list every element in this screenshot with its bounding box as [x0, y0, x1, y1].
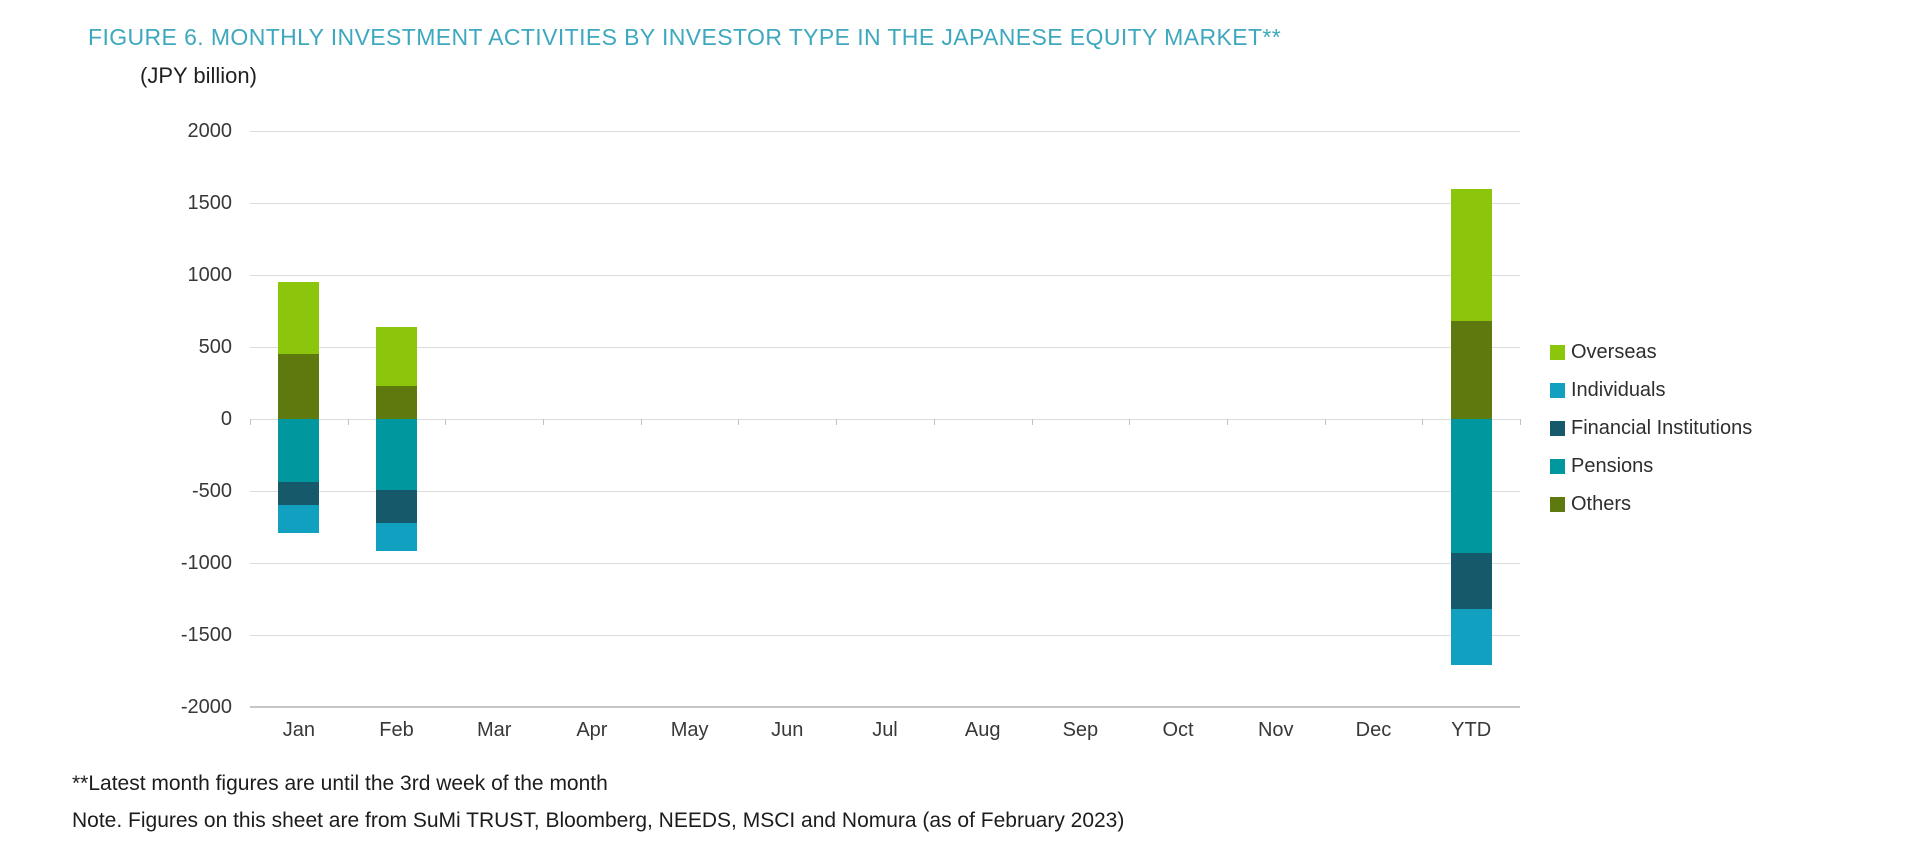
- legend-item-individuals: Individuals: [1550, 379, 1752, 402]
- x-axis-label-jun: Jun: [771, 719, 804, 741]
- x-axis-label-jul: Jul: [872, 719, 898, 741]
- gridline--1000: [250, 562, 1520, 564]
- legend-item-overseas: Overseas: [1550, 341, 1752, 364]
- zero-axis-tick: [1031, 419, 1033, 425]
- footnote-source: Note. Figures on this sheet are from SuM…: [72, 809, 1125, 832]
- bar-ytd-financial-institutions: [1450, 552, 1492, 610]
- x-axis-label-mar: Mar: [476, 719, 512, 741]
- gridline--2000: [250, 706, 1520, 708]
- x-axis-label-aug: Aug: [964, 719, 1001, 741]
- legend-label: Others: [1571, 493, 1632, 515]
- y-axis-label: 1500: [187, 192, 233, 214]
- zero-axis-tick: [933, 419, 935, 425]
- bar-feb-overseas: [376, 326, 418, 386]
- zero-axis-tick: [1129, 419, 1131, 425]
- gridline-500: [250, 346, 1520, 348]
- zero-axis-tick: [445, 419, 447, 425]
- x-axis-label-jan: Jan: [282, 719, 315, 741]
- bar-feb-pensions: [376, 419, 418, 490]
- legend-swatch-icon: [1550, 459, 1565, 474]
- zero-axis-tick: [250, 419, 251, 425]
- x-axis-label-may: May: [670, 719, 709, 741]
- x-axis-label-dec: Dec: [1355, 719, 1392, 741]
- gridline--500: [250, 490, 1520, 492]
- legend-label: Pensions: [1571, 455, 1654, 477]
- y-axis-label: 500: [198, 336, 232, 358]
- chart-legend: Overseas Individuals Financial Institution…: [1550, 341, 1752, 531]
- bar-jan-individuals: [278, 505, 320, 533]
- bar-feb-others: [376, 385, 418, 419]
- zero-axis-tick: [1324, 419, 1326, 425]
- legend-item-pensions: Pensions: [1550, 455, 1752, 478]
- x-axis-label-apr: Apr: [576, 719, 608, 741]
- gridline--1500: [250, 634, 1520, 636]
- legend-label: Individuals: [1571, 379, 1666, 401]
- y-axis-label: -2000: [180, 696, 232, 718]
- x-axis-label-sep: Sep: [1062, 719, 1099, 741]
- bar-jan-pensions: [278, 419, 320, 483]
- y-axis-label: -500: [191, 480, 232, 502]
- bar-jan-others: [278, 354, 320, 419]
- x-axis-label-feb: Feb: [379, 719, 414, 741]
- y-axis-label: -1000: [180, 552, 232, 574]
- gridline-0: [250, 418, 1520, 420]
- x-axis-label-ytd: YTD: [1451, 719, 1492, 741]
- legend-swatch-icon: [1550, 497, 1565, 512]
- footnote-latest-month: **Latest month figures are until the 3rd…: [72, 772, 608, 795]
- zero-axis-tick: [836, 419, 838, 425]
- axis-unit-label: (JPY billion): [140, 63, 257, 88]
- gridline-2000: [250, 130, 1520, 132]
- y-axis-label: 1000: [187, 264, 233, 286]
- y-axis-label: -1500: [180, 624, 232, 646]
- figure-title: FIGURE 6. MONTHLY INVESTMENT ACTIVITIES …: [88, 24, 1282, 50]
- zero-axis-tick: [543, 419, 545, 425]
- zero-axis-tick: [347, 419, 349, 425]
- legend-label: Financial Institutions: [1571, 417, 1753, 439]
- zero-axis-tick: [738, 419, 740, 425]
- legend-item-financial-institutions: Financial Institutions: [1550, 417, 1752, 440]
- legend-swatch-icon: [1550, 421, 1565, 436]
- legend-swatch-icon: [1550, 345, 1565, 360]
- zero-axis-tick: [1520, 419, 1521, 425]
- bar-ytd-individuals: [1450, 609, 1492, 666]
- bar-feb-individuals: [376, 522, 418, 552]
- bar-feb-financial-institutions: [376, 489, 418, 523]
- gridline-1500: [250, 202, 1520, 204]
- bar-jan-financial-institutions: [278, 482, 320, 506]
- legend-swatch-icon: [1550, 383, 1565, 398]
- bar-jan-overseas: [278, 282, 320, 355]
- zero-axis-tick: [640, 419, 642, 425]
- zero-axis-tick: [1422, 419, 1424, 425]
- y-axis-label: 2000: [187, 120, 233, 142]
- x-axis-label-nov: Nov: [1257, 719, 1294, 741]
- gridline-1000: [250, 274, 1520, 276]
- bar-ytd-overseas: [1450, 188, 1492, 322]
- legend-label: Overseas: [1571, 341, 1657, 363]
- x-axis-label-oct: Oct: [1162, 719, 1194, 741]
- zero-axis-tick: [1226, 419, 1228, 425]
- legend-item-others: Others: [1550, 493, 1752, 516]
- y-axis-label: 0: [220, 408, 232, 430]
- bar-ytd-pensions: [1450, 419, 1492, 553]
- bar-ytd-others: [1450, 321, 1492, 419]
